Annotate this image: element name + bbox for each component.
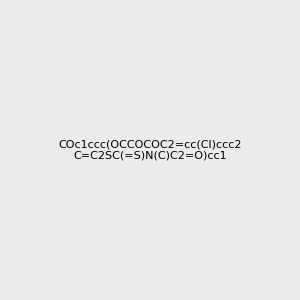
Text: COc1ccc(OCCOCOC2=cc(Cl)ccc2
C=C2SC(=S)N(C)C2=O)cc1: COc1ccc(OCCOCOC2=cc(Cl)ccc2 C=C2SC(=S)N(… [58, 139, 242, 161]
